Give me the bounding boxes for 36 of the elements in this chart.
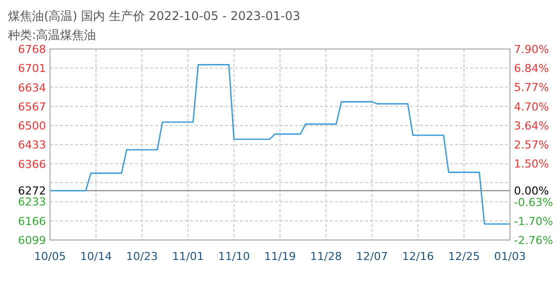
- ref-line-label: 6272: [18, 184, 46, 198]
- x-tick-label: 12/25: [448, 250, 480, 263]
- y-tick-label: 6567: [18, 100, 46, 114]
- x-tick-label: 11/01: [172, 250, 204, 263]
- y2-tick-label: 5.77%: [514, 81, 549, 94]
- x-tick-label: 12/07: [356, 250, 388, 263]
- y2-tick-label: -2.76%: [514, 234, 553, 247]
- x-tick-label: 10/23: [126, 250, 158, 263]
- y2-tick-label: 2.57%: [514, 138, 549, 152]
- x-tick-label: 12/16: [402, 250, 434, 263]
- y-tick-label: 6500: [18, 120, 46, 133]
- y2-tick-label: 7.90%: [514, 43, 549, 56]
- x-tick-label: 01/03: [494, 250, 526, 263]
- y-tick-label: 6166: [18, 214, 46, 228]
- x-tick-label: 11/10: [218, 250, 250, 263]
- y-tick-label: 6768: [18, 43, 46, 56]
- y2-tick-label: 3.64%: [514, 119, 549, 132]
- y-tick-label: 6233: [18, 196, 46, 209]
- y2-tick-label: 4.70%: [514, 100, 549, 114]
- y-tick-label: 6634: [18, 81, 46, 94]
- y2-tick-label: 1.50%: [514, 158, 549, 171]
- chart-subtitle: 种类:高温煤焦油: [8, 28, 96, 42]
- chart-title: 煤焦油(高温) 国内 生产价 2022-10-05 - 2023-01-03: [8, 9, 300, 23]
- y2-tick-label: -1.70%: [514, 215, 553, 228]
- x-tick-label: 10/14: [80, 250, 112, 263]
- y-tick-label: 6701: [18, 62, 46, 76]
- x-tick-label: 10/05: [34, 250, 66, 263]
- line-series: [49, 64, 511, 225]
- y-tick-label: 6099: [18, 234, 46, 247]
- y2-tick-label: 6.84%: [514, 62, 549, 75]
- y-tick-label: 6433: [18, 138, 46, 152]
- y-tick-label: 6366: [18, 158, 46, 171]
- x-tick-label: 11/28: [310, 250, 342, 263]
- y2-tick-label: 0.00%: [514, 184, 549, 198]
- y2-tick-label: -0.63%: [514, 196, 553, 209]
- x-tick-label: 11/19: [264, 250, 296, 263]
